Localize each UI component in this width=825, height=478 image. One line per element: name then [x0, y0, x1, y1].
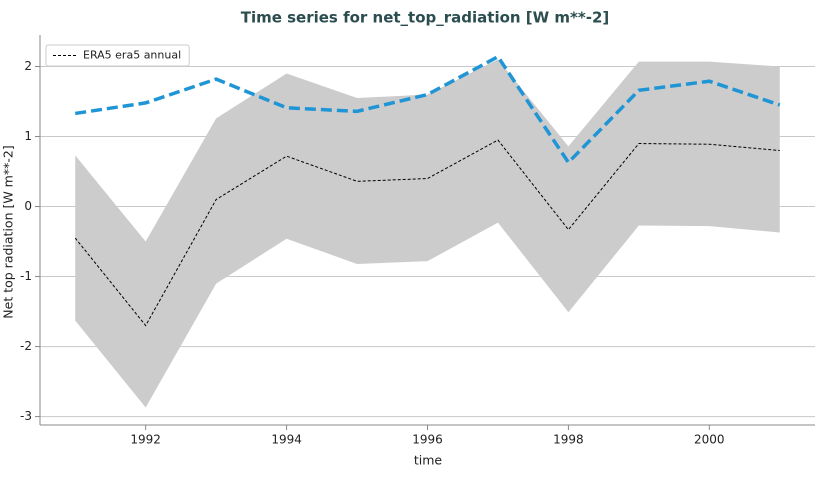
series-line: [74, 54, 781, 166]
y-axis-label: Net top radiation [W m**-2]: [1, 145, 16, 318]
uncertainty-band: [75, 59, 780, 408]
y-tick-label: -1: [20, 269, 32, 283]
y-tick-label: -2: [20, 339, 32, 353]
x-tick-label: 1996: [412, 433, 443, 447]
legend-label: ERA5 era5 annual: [83, 49, 181, 62]
x-axis-label: time: [414, 453, 443, 468]
x-tick-label: 1998: [553, 433, 584, 447]
y-tick-label: 1: [24, 129, 32, 143]
axes: -3 -2 -1 0 1 2 1992 1994 1996 1998 2000: [20, 35, 815, 447]
x-tick-label: 1992: [130, 433, 161, 447]
plot-area: [74, 54, 781, 408]
y-tick-label: -3: [20, 409, 32, 423]
legend-box: [45, 44, 190, 67]
y-tick-label: 2: [24, 59, 32, 73]
y-tick-label: 0: [24, 199, 32, 213]
legend: ERA5 era5 annual: [45, 44, 190, 67]
chart-title: Time series for net_top_radiation [W m**…: [241, 9, 610, 27]
x-tick-label: 2000: [694, 433, 725, 447]
x-tick-label: 1994: [271, 433, 302, 447]
